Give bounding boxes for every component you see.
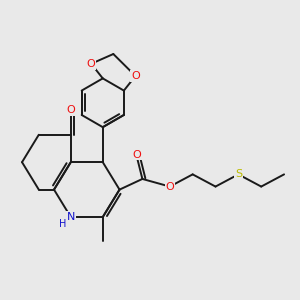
Text: N: N [67, 212, 75, 222]
Text: O: O [87, 59, 96, 69]
Text: O: O [66, 105, 75, 116]
Text: O: O [165, 182, 174, 192]
Text: S: S [235, 169, 242, 179]
Text: H: H [59, 219, 66, 229]
Text: O: O [132, 150, 141, 160]
Text: O: O [131, 71, 140, 81]
